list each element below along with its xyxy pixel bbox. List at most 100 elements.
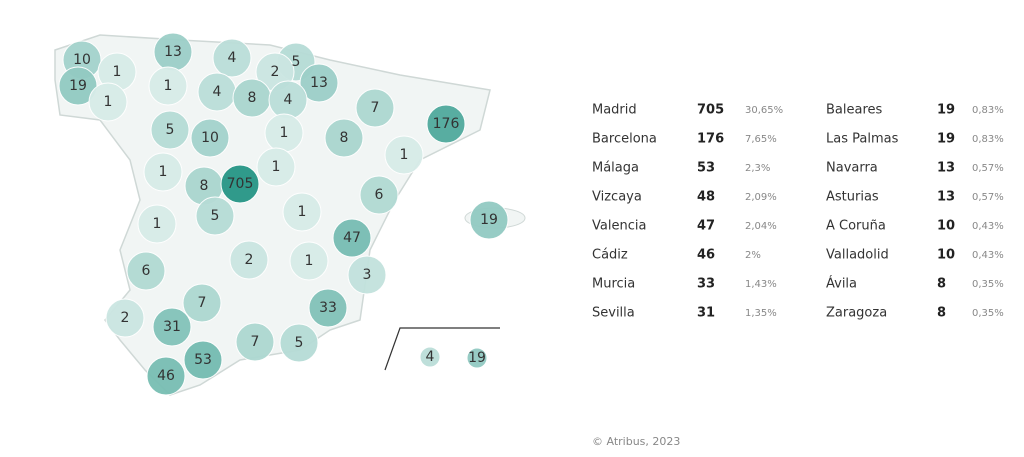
mention-share: 0,35% [972,279,1004,290]
province-value: 19 [468,350,486,366]
province-name: Baleares [826,103,883,118]
province [355,88,395,128]
province [419,346,441,368]
province-value: 8 [340,130,349,146]
mention-count: 31 [697,306,715,321]
province [324,118,364,158]
province [105,298,145,338]
province [143,152,183,192]
province-value: 3 [363,267,372,283]
province-value: 19 [480,212,498,228]
province [148,66,188,106]
province-value: 1 [298,204,307,220]
province [229,240,269,280]
province-name: Vizcaya [592,190,642,205]
mention-share: 7,65% [745,134,777,145]
province-value: 1 [400,147,409,163]
mention-count: 47 [697,219,715,234]
province-value: 5 [211,208,220,224]
mention-count: 10 [937,248,955,263]
canary-frame [384,327,500,371]
province-value: 33 [319,300,337,316]
mention-count: 19 [937,132,955,147]
mention-count: 13 [937,161,955,176]
province-value: 6 [142,263,151,279]
province [347,255,387,295]
mention-share: 2,09% [745,192,777,203]
mention-share: 0,43% [972,250,1004,261]
province-value: 1 [104,94,113,110]
province-value: 13 [310,75,328,91]
province [212,38,252,78]
province-value: 1 [113,64,122,80]
mention-share: 0,57% [972,163,1004,174]
province-value: 4 [228,50,237,66]
mention-count: 705 [697,103,724,118]
mention-share: 2,04% [745,221,777,232]
mention-count: 53 [697,161,715,176]
province-value: 4 [284,92,293,108]
province [289,241,329,281]
province [88,82,128,122]
province-value: 53 [194,352,212,368]
province-value: 47 [343,230,361,246]
mention-count: 48 [697,190,715,205]
province-value: 7 [198,295,207,311]
footer: © Atribus, 2023 [592,435,680,448]
province-value: 176 [433,116,460,132]
province-value: 4 [426,349,435,365]
mention-share: 0,57% [972,192,1004,203]
province-value: 10 [201,130,219,146]
province-value: 13 [164,44,182,60]
mention-share: 30,65% [745,105,783,116]
province [384,135,424,175]
province-value: 1 [153,216,162,232]
province-name: Valencia [592,219,646,234]
province [308,288,348,328]
province-value: 705 [227,176,254,192]
province [195,196,235,236]
province-value: 10 [73,52,91,68]
province-value: 2 [245,252,254,268]
province [126,251,166,291]
mention-share: 0,83% [972,134,1004,145]
province-name: Madrid [592,103,637,118]
province-value: 1 [164,78,173,94]
mention-count: 8 [937,306,946,321]
province [469,200,509,240]
province-value: 7 [371,100,380,116]
mention-count: 46 [697,248,715,263]
province-name: Murcia [592,277,635,292]
mention-share: 0,35% [972,308,1004,319]
province-value: 5 [295,335,304,351]
province-name: Zaragoza [826,306,887,321]
province [359,175,399,215]
province-name: Asturias [826,190,879,205]
mention-share: 2,3% [745,163,770,174]
province [466,347,488,369]
province-value: 5 [292,54,301,70]
province-name: Sevilla [592,306,635,321]
mention-count: 19 [937,103,955,118]
mention-count: 10 [937,219,955,234]
province-value: 8 [200,178,209,194]
province [256,147,296,187]
mention-count: 176 [697,132,724,147]
province-name: Barcelona [592,132,657,147]
province [299,63,339,103]
province [182,283,222,323]
mention-share: 2% [745,250,761,261]
province [220,164,260,204]
province-name: Navarra [826,161,878,176]
province-value: 8 [248,90,257,106]
province [146,356,186,396]
mention-share: 0,43% [972,221,1004,232]
province-value: 1 [159,164,168,180]
mention-share: 1,35% [745,308,777,319]
province-value: 2 [271,64,280,80]
province [279,323,319,363]
province [152,307,192,347]
province-name: Ávila [826,276,857,292]
